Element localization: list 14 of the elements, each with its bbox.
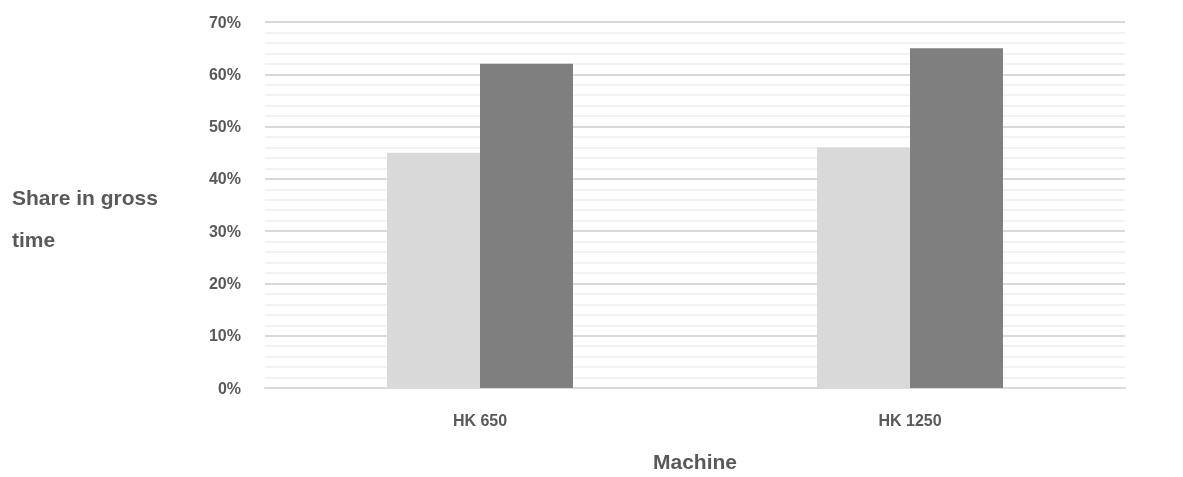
y-tick-label: 50% — [208, 118, 241, 136]
y-tick-label: 60% — [208, 65, 241, 83]
bar — [480, 63, 573, 388]
x-axis-title: Machine — [652, 450, 738, 473]
x-tick-label: HK 650 — [452, 411, 508, 429]
y-tick-label: 0% — [217, 379, 241, 397]
y-tick-label: 20% — [208, 274, 241, 292]
bar — [910, 48, 1003, 388]
x-tick-label: HK 1250 — [878, 411, 942, 429]
y-tick-label: 70% — [208, 13, 241, 31]
y-tick-label: 40% — [208, 170, 241, 188]
y-axis-title: Share in gross time — [12, 185, 164, 251]
y-tick-label: 10% — [208, 327, 241, 345]
y-tick-label: 30% — [208, 222, 241, 240]
